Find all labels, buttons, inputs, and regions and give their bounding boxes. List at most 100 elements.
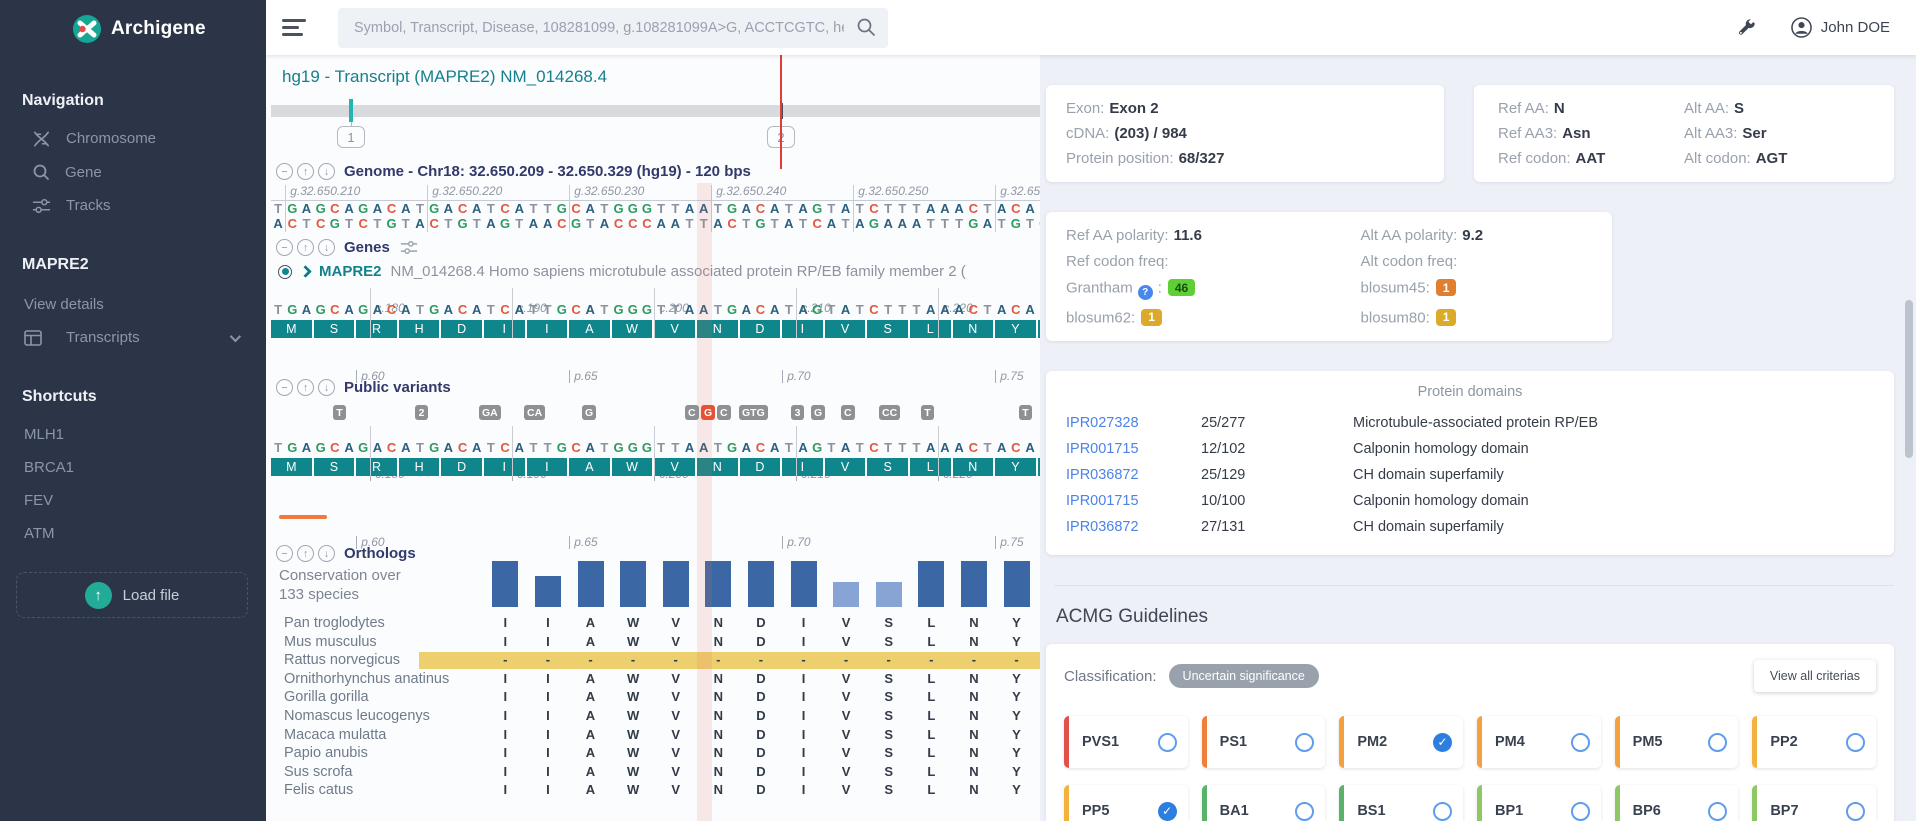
user-menu[interactable]: John DOE — [1791, 17, 1890, 38]
nucleotide: T — [413, 201, 427, 216]
domain-name: Calponin homology domain — [1353, 493, 1529, 509]
acmg-criterion-bs1[interactable]: BS1 — [1339, 785, 1463, 821]
acmg-criterion-pm2[interactable]: PM2✓ — [1339, 716, 1463, 768]
unchecked-icon[interactable] — [1571, 802, 1590, 821]
move-track-up-icon[interactable]: ↑ — [297, 379, 314, 396]
gene-symbol[interactable]: MAPRE2 — [319, 263, 382, 280]
acmg-criterion-pm4[interactable]: PM4 — [1477, 716, 1601, 768]
acmg-criterion-pp2[interactable]: PP2 — [1752, 716, 1876, 768]
variant-chip[interactable]: T — [1019, 405, 1032, 420]
variant-chip[interactable]: T — [921, 405, 934, 420]
variant-chip[interactable]: G — [582, 405, 596, 420]
domain-id-link[interactable]: IPR027328 — [1066, 415, 1201, 431]
variant-chip[interactable]: G — [811, 405, 825, 420]
domain-id-link[interactable]: IPR001715 — [1066, 493, 1201, 509]
collapse-track-icon[interactable]: − — [276, 545, 293, 562]
sidebar-item-transcripts[interactable]: Transcripts — [0, 321, 266, 354]
variant-chip[interactable]: C — [717, 405, 731, 420]
horizontal-scroll-indicator[interactable] — [279, 515, 327, 519]
gene-select-icon[interactable] — [278, 265, 292, 279]
checked-icon[interactable]: ✓ — [1158, 802, 1177, 821]
variant-chip[interactable]: 3 — [791, 405, 804, 420]
nucleotide: T — [924, 216, 938, 232]
app-logo[interactable]: Archigene — [0, 0, 266, 44]
sidebar-item-atm[interactable]: ATM — [0, 517, 266, 550]
variant-chip[interactable]: T — [333, 405, 346, 420]
sidebar-item-gene[interactable]: Gene — [0, 155, 266, 189]
amino-acid-box: D — [740, 320, 783, 338]
move-track-up-icon[interactable]: ↑ — [297, 163, 314, 180]
move-track-down-icon[interactable]: ↓ — [318, 163, 335, 180]
unchecked-icon[interactable] — [1571, 733, 1590, 752]
menu-icon[interactable] — [282, 17, 312, 39]
variant-chip[interactable]: GTG — [739, 405, 768, 420]
checked-icon[interactable]: ✓ — [1433, 733, 1452, 752]
genes-track-header: − ↑ ↓ Genes — [276, 239, 418, 256]
panel-scrollbar[interactable] — [1905, 300, 1913, 458]
variant-chip[interactable]: GA — [479, 405, 501, 420]
variant-chip[interactable]: C — [685, 405, 699, 420]
search-input[interactable] — [338, 8, 888, 48]
collapse-track-icon[interactable]: − — [276, 163, 293, 180]
unchecked-icon[interactable] — [1846, 733, 1865, 752]
variant-chip[interactable]: C — [841, 405, 855, 420]
nucleotide: T — [342, 216, 356, 232]
gene-expand-icon[interactable] — [299, 265, 312, 278]
unchecked-icon[interactable] — [1158, 733, 1177, 752]
variant-chip[interactable]: CA — [524, 405, 545, 420]
nav-section-title: Navigation — [0, 92, 266, 110]
nucleotide: G — [810, 201, 824, 216]
unchecked-icon[interactable] — [1433, 802, 1452, 821]
sidebar-item-brca1[interactable]: BRCA1 — [0, 451, 266, 484]
move-track-up-icon[interactable]: ↑ — [297, 545, 314, 562]
acmg-criterion-ps1[interactable]: PS1 — [1202, 716, 1326, 768]
sidebar-item-view-details[interactable]: View details — [0, 288, 266, 321]
domain-id-link[interactable]: IPR036872 — [1066, 467, 1201, 483]
move-track-down-icon[interactable]: ↓ — [318, 239, 335, 256]
acmg-criterion-pp5[interactable]: PP5✓ — [1064, 785, 1188, 821]
exon-marker-1[interactable]: 1 — [337, 126, 365, 148]
domain-id-link[interactable]: IPR036872 — [1066, 519, 1201, 535]
help-icon[interactable]: ? — [1138, 285, 1153, 300]
chevron-down-icon[interactable] — [230, 330, 241, 341]
collapse-track-icon[interactable]: − — [276, 239, 293, 256]
move-track-down-icon[interactable]: ↓ — [318, 379, 335, 396]
move-track-down-icon[interactable]: ↓ — [318, 545, 335, 562]
track-settings-icon[interactable] — [400, 240, 418, 255]
unchecked-icon[interactable] — [1295, 733, 1314, 752]
sidebar-item-tracks[interactable]: Tracks — [0, 189, 266, 222]
unchecked-icon[interactable] — [1708, 802, 1727, 821]
amino-acid-box: S — [867, 458, 910, 476]
chromosome-overview-bar[interactable] — [271, 105, 1040, 117]
view-all-criterias-button[interactable]: View all criterias — [1754, 660, 1876, 692]
acmg-criterion-bp1[interactable]: BP1 — [1477, 785, 1601, 821]
acmg-criterion-bp7[interactable]: BP7 — [1752, 785, 1876, 821]
unchecked-icon[interactable] — [1846, 802, 1865, 821]
acmg-criterion-pm5[interactable]: PM5 — [1615, 716, 1739, 768]
wrench-icon[interactable] — [1735, 17, 1757, 39]
nucleotide: T — [895, 440, 909, 456]
acmg-criterion-ba1[interactable]: BA1 — [1202, 785, 1326, 821]
info-value: Exon 2 — [1109, 100, 1158, 117]
acmg-criterion-bp6[interactable]: BP6 — [1615, 785, 1739, 821]
gene-row[interactable]: MAPRE2 NM_014268.4 Homo sapiens microtub… — [278, 263, 966, 280]
nucleotide: A — [413, 216, 427, 232]
unchecked-icon[interactable] — [1708, 733, 1727, 752]
sidebar-item-fev[interactable]: FEV — [0, 484, 266, 517]
search-icon[interactable] — [856, 17, 876, 37]
collapse-track-icon[interactable]: − — [276, 379, 293, 396]
acmg-criterion-label: PP2 — [1770, 734, 1846, 750]
protein-coordinate-tick-label: p.70 — [782, 370, 810, 383]
alignment-letter: Y — [1010, 634, 1024, 649]
sidebar-item-mlh1[interactable]: MLH1 — [0, 418, 266, 451]
variant-chip[interactable]: CC — [879, 405, 900, 420]
domain-id-link[interactable]: IPR001715 — [1066, 441, 1201, 457]
nucleotide: A — [739, 302, 753, 318]
load-file-button[interactable]: ↑ Load file — [16, 572, 248, 618]
move-track-up-icon[interactable]: ↑ — [297, 239, 314, 256]
unchecked-icon[interactable] — [1295, 802, 1314, 821]
sidebar-item-chromosome[interactable]: Chromosome — [0, 122, 266, 155]
acmg-criterion-pvs1[interactable]: PVS1 — [1064, 716, 1188, 768]
variant-chip[interactable]: 2 — [415, 405, 428, 420]
variant-chip[interactable]: G — [701, 405, 715, 420]
